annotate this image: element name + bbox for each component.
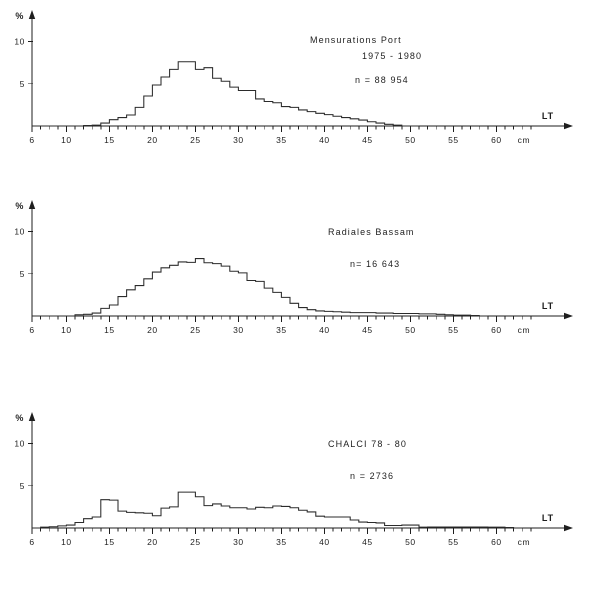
x-axis-tick-label: 35 [276, 135, 287, 145]
y-axis-tick-label: 5 [20, 79, 25, 89]
y-axis-title: % [15, 201, 24, 211]
x-axis-tick-label: 30 [233, 537, 244, 547]
x-axis-tick-label: 55 [448, 537, 459, 547]
chart-panel-radiales-bassam: 5 10% 6 10 15 20 25 30 35 40 45 50 55 60 cm LT Radiales … [0, 190, 600, 370]
x-axis-tick-label: 15 [104, 537, 115, 547]
x-axis-tick-label: 25 [190, 537, 201, 547]
x-axis-arrow-icon [564, 122, 573, 130]
y-axis-arrow-icon [28, 200, 36, 209]
sample-size-label: n = 88 954 [355, 75, 409, 85]
x-axis-tick-label: 15 [104, 325, 115, 335]
x-axis-tick-label: 40 [319, 537, 330, 547]
x-axis-tick-label: 60 [491, 537, 502, 547]
x-axis-tick-label: 55 [448, 325, 459, 335]
x-axis-tick-label: 20 [147, 325, 158, 335]
y-axis-tick-label: 5 [20, 269, 25, 279]
x-axis-tick-label: 60 [491, 325, 502, 335]
y-axis-title: % [15, 413, 24, 423]
x-axis-tick-label: 6 [29, 135, 34, 145]
x-axis-tick-label: 10 [61, 325, 72, 335]
x-axis-tick-label: 6 [29, 325, 34, 335]
sample-size-label: n= 16 643 [350, 259, 400, 269]
chart-panel-mensurations-port: 5 10% 6 10 15 20 25 30 35 40 45 50 55 60 cm LT Mensurati… [0, 0, 600, 180]
x-axis-unit-label: cm [518, 325, 531, 335]
y-axis-tick-label: 5 [20, 481, 25, 491]
y-axis-title: % [15, 11, 24, 21]
x-axis-tick-label: 50 [405, 537, 416, 547]
x-axis-tick-label: 35 [276, 537, 287, 547]
histogram-outline [32, 491, 523, 529]
x-axis-unit-label: cm [518, 135, 531, 145]
x-axis-arrow-icon [564, 312, 573, 320]
x-axis-tick-label: 35 [276, 325, 287, 335]
x-axis-tick-label: 50 [405, 325, 416, 335]
x-axis-tick-label: 40 [319, 135, 330, 145]
x-axis-tick-label: 45 [362, 135, 373, 145]
x-axis-unit-label: cm [518, 537, 531, 547]
x-axis-tick-label: 20 [147, 135, 158, 145]
x-axis-title: LT [542, 111, 554, 121]
y-axis-arrow-icon [28, 10, 36, 19]
x-axis-tick-label: 20 [147, 537, 158, 547]
chart-title: Mensurations Port [310, 35, 402, 45]
y-axis-tick-label: 10 [14, 37, 25, 47]
x-axis-tick-label: 40 [319, 325, 330, 335]
y-axis-tick-label: 10 [14, 439, 25, 449]
x-axis-tick-label: 30 [233, 325, 244, 335]
x-axis-title: LT [542, 513, 554, 523]
chart-title: CHALCI 78 - 80 [328, 439, 407, 449]
chart-svg: 5 10% 6 10 15 20 25 30 35 40 45 50 55 60 cm LT Mensurati… [14, 10, 573, 145]
x-axis-tick-label: 30 [233, 135, 244, 145]
x-axis-tick-label: 60 [491, 135, 502, 145]
x-axis-arrow-icon [564, 524, 573, 532]
x-axis-tick-label: 45 [362, 537, 373, 547]
x-axis-tick-label: 15 [104, 135, 115, 145]
x-axis-tick-label: 45 [362, 325, 373, 335]
x-axis-tick-label: 55 [448, 135, 459, 145]
chart-svg: 5 10% 6 10 15 20 25 30 35 40 45 50 55 60 cm LT Radiales … [14, 200, 573, 335]
histogram-outline [32, 258, 488, 317]
chart-subtitle: 1975 - 1980 [362, 51, 422, 61]
chart-svg: 5 10% 6 10 15 20 25 30 35 40 45 50 55 60 cm LT CHALCI 78… [14, 412, 573, 547]
x-axis-tick-label: 10 [61, 135, 72, 145]
x-axis-tick-label: 10 [61, 537, 72, 547]
chart-panel-chalci: 5 10% 6 10 15 20 25 30 35 40 45 50 55 60 cm LT CHALCI 78… [0, 402, 600, 582]
y-axis-tick-label: 10 [14, 227, 25, 237]
x-axis-title: LT [542, 301, 554, 311]
histogram-outline [32, 61, 419, 127]
x-axis-tick-label: 6 [29, 537, 34, 547]
x-axis-tick-label: 50 [405, 135, 416, 145]
sample-size-label: n = 2736 [350, 471, 394, 481]
y-axis-arrow-icon [28, 412, 36, 421]
x-axis-tick-label: 25 [190, 135, 201, 145]
chart-title: Radiales Bassam [328, 227, 415, 237]
x-axis-tick-label: 25 [190, 325, 201, 335]
